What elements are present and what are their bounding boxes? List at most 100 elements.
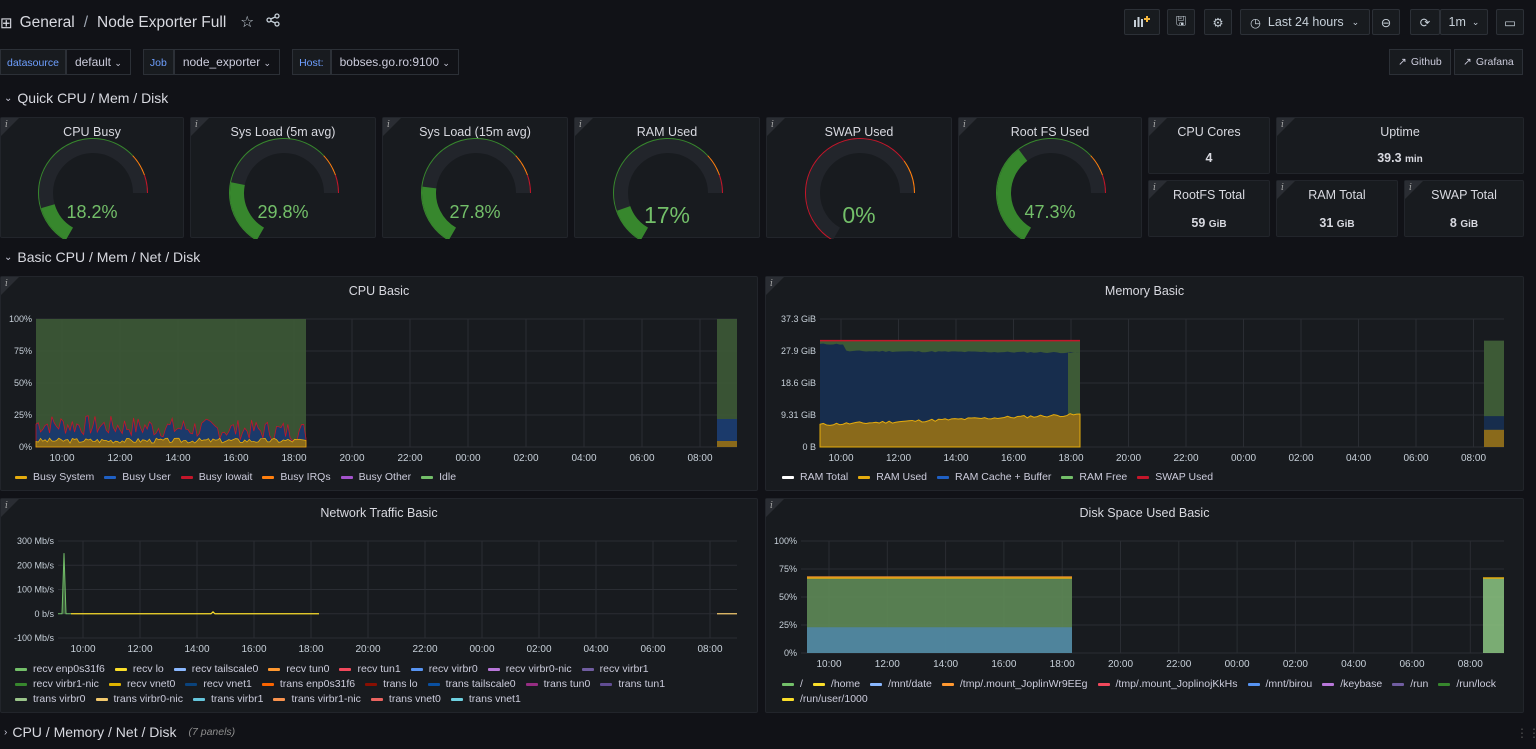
apps-grid-icon[interactable]: ⊞ <box>0 14 13 32</box>
share-icon[interactable] <box>266 13 280 32</box>
row-basic-cpu-mem-net-disk[interactable]: ⌄ Basic CPU / Mem / Net / Disk <box>4 249 200 265</box>
breadcrumb-folder[interactable]: General <box>19 13 75 31</box>
legend-item[interactable]: RAM Free <box>1061 471 1127 483</box>
info-icon[interactable]: i <box>770 279 773 289</box>
disk-space-chart[interactable]: 100% 75% 50% 25% 0% 10:00 12:00 14:00 16:00 18:00… <box>766 521 1523 676</box>
legend-item[interactable]: trans virbr1-nic <box>273 693 361 705</box>
legend-item[interactable]: /mnt/birou <box>1247 678 1312 690</box>
legend-item[interactable]: recv vnet1 <box>185 678 252 690</box>
legend-item[interactable]: /run/user/1000 <box>782 693 868 705</box>
save-dashboard-button[interactable]: 🖫 <box>1167 9 1195 35</box>
legend-item[interactable]: trans virbr0-nic <box>95 693 183 705</box>
add-panel-button[interactable] <box>1124 9 1160 35</box>
legend-item[interactable]: recv virbr0-nic <box>487 663 572 675</box>
legend-item[interactable]: Busy User <box>104 471 171 483</box>
network-traffic-chart[interactable]: 300 Mb/s 200 Mb/s 100 Mb/s 0 b/s -100 Mb/s 10… <box>1 521 757 671</box>
dashboard-title[interactable]: Node Exporter Full <box>97 13 227 31</box>
tv-mode-button[interactable]: ▭ <box>1496 9 1524 35</box>
legend-item[interactable]: recv lo <box>114 663 164 675</box>
panel-title[interactable]: Uptime <box>1380 125 1420 139</box>
info-icon[interactable]: i <box>771 120 774 130</box>
drag-handle-icon[interactable]: ⋮⋮ <box>1516 726 1536 740</box>
info-icon[interactable]: i <box>770 501 773 511</box>
info-icon[interactable]: i <box>1153 183 1156 193</box>
info-icon[interactable]: i <box>1281 120 1284 130</box>
panel-title[interactable]: SWAP Total <box>1431 188 1497 202</box>
legend-item[interactable]: recv tun1 <box>339 663 401 675</box>
legend-item[interactable]: RAM Total <box>782 471 848 483</box>
legend-item[interactable]: SWAP Used <box>1137 471 1213 483</box>
legend-item[interactable]: recv tun0 <box>268 663 329 675</box>
refresh-interval-picker[interactable]: 1m ⌄ <box>1440 9 1488 35</box>
info-icon[interactable]: i <box>579 120 582 130</box>
info-icon[interactable]: i <box>195 120 198 130</box>
info-icon[interactable]: i <box>5 279 8 289</box>
legend-item[interactable]: trans vnet0 <box>370 693 441 705</box>
job-select[interactable]: node_exporter ⌄ <box>173 49 281 75</box>
legend-swatch <box>340 475 353 479</box>
time-range-picker[interactable]: ◷ Last 24 hours ⌄ <box>1240 9 1370 35</box>
legend-item[interactable]: /run/lock <box>1438 678 1496 690</box>
legend-item[interactable]: RAM Cache + Buffer <box>937 471 1051 483</box>
legend-item[interactable]: trans virbr1 <box>192 693 263 705</box>
legend-item[interactable]: trans tun0 <box>525 678 590 690</box>
legend-item[interactable]: /home <box>812 678 860 690</box>
info-icon[interactable]: i <box>5 501 8 511</box>
legend-item[interactable]: trans enp0s31f6 <box>261 678 355 690</box>
panel-title[interactable]: Sys Load (5m avg) <box>230 125 336 139</box>
host-select[interactable]: bobses.go.ro:9100 ⌄ <box>330 49 459 75</box>
legend-item[interactable]: RAM Used <box>858 471 927 483</box>
zoom-out-button[interactable]: ⊖ <box>1372 9 1400 35</box>
panel-title[interactable]: RAM Used <box>636 125 698 139</box>
legend-item[interactable]: trans lo <box>365 678 418 690</box>
legend-item[interactable]: recv virbr0 <box>410 663 478 675</box>
panel-title[interactable]: CPU Busy <box>63 125 121 139</box>
panel-title[interactable]: RootFS Total <box>1172 188 1246 202</box>
legend-item[interactable]: Busy System <box>15 471 94 483</box>
panel-title[interactable]: Sys Load (15m avg) <box>419 125 531 139</box>
memory-basic-chart[interactable]: 37.3 GiB 27.9 GiB 18.6 GiB 9.31 GiB 0 B 10:00… <box>766 299 1523 474</box>
legend-item[interactable]: Idle <box>421 471 456 483</box>
panel-title[interactable]: CPU Basic <box>348 284 410 298</box>
legend-item[interactable]: recv virbr1 <box>581 663 649 675</box>
panel-title[interactable]: Root FS Used <box>1010 125 1090 139</box>
legend-item[interactable]: recv enp0s31f6 <box>15 663 105 675</box>
legend-item[interactable]: recv vnet0 <box>108 678 175 690</box>
legend-item[interactable]: trans tun1 <box>600 678 665 690</box>
cpu-basic-chart[interactable]: 100% 75% 50% 25% 0% 10:00 12:00 14:00 16:00 18:00… <box>1 299 757 474</box>
info-icon[interactable]: i <box>963 120 966 130</box>
panel-title[interactable]: SWAP Used <box>824 125 894 139</box>
legend-item[interactable]: Busy Other <box>340 471 411 483</box>
datasource-select[interactable]: default ⌄ <box>65 49 131 75</box>
info-icon[interactable]: i <box>387 120 390 130</box>
info-icon[interactable]: i <box>1409 183 1412 193</box>
panel-title[interactable]: Network Traffic Basic <box>320 506 438 520</box>
row-cpu-memory-net-disk[interactable]: › CPU / Memory / Net / Disk (7 panels) <box>4 724 235 740</box>
legend-item[interactable]: Busy IRQs <box>262 471 331 483</box>
legend-item[interactable]: trans virbr0 <box>15 693 86 705</box>
legend-item[interactable]: recv tailscale0 <box>173 663 258 675</box>
panel-title[interactable]: Disk Space Used Basic <box>1079 506 1210 520</box>
legend-item[interactable]: /keybase <box>1322 678 1382 690</box>
settings-button[interactable]: ⚙ <box>1204 9 1232 35</box>
info-icon[interactable]: i <box>5 120 8 130</box>
legend-item[interactable]: /run <box>1392 678 1428 690</box>
legend-item[interactable]: recv virbr1-nic <box>15 678 99 690</box>
info-icon[interactable]: i <box>1153 120 1156 130</box>
legend-item[interactable]: Busy Iowait <box>180 471 252 483</box>
info-icon[interactable]: i <box>1281 183 1284 193</box>
github-link[interactable]: ↗ Github <box>1389 49 1451 75</box>
row-quick-cpu-mem-disk[interactable]: ⌄ Quick CPU / Mem / Disk <box>4 90 168 106</box>
legend-item[interactable]: /mnt/date <box>870 678 932 690</box>
legend-item[interactable]: trans vnet1 <box>450 693 521 705</box>
star-icon[interactable]: ☆ <box>240 14 255 31</box>
panel-title[interactable]: Memory Basic <box>1104 284 1185 298</box>
grafana-link[interactable]: ↗ Grafana <box>1454 49 1523 75</box>
panel-title[interactable]: RAM Total <box>1308 188 1366 202</box>
legend-item[interactable]: trans tailscale0 <box>427 678 516 690</box>
panel-title[interactable]: CPU Cores <box>1177 125 1241 139</box>
refresh-button[interactable]: ⟳ <box>1410 9 1440 35</box>
legend-item[interactable]: /tmp/.mount_JoplinojKkHs <box>1097 678 1238 690</box>
legend-item[interactable]: /tmp/.mount_JoplinWr9EEg <box>941 678 1088 690</box>
legend-item[interactable]: / <box>782 678 803 690</box>
